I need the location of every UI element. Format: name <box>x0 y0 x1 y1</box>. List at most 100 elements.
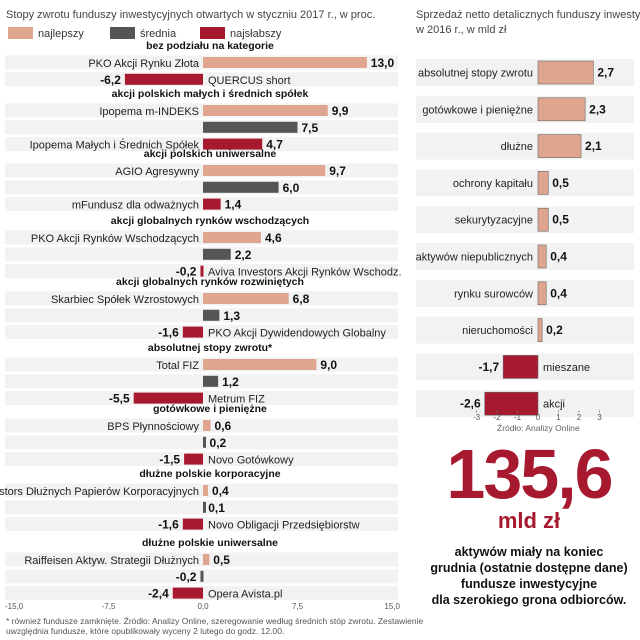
bar-avg <box>203 121 298 133</box>
value-label: 2,1 <box>585 139 602 153</box>
bar-avg <box>203 501 206 513</box>
bar-best <box>203 105 328 116</box>
category-heading: bez podziału na kategorie <box>146 40 274 52</box>
net-sales-chart: Sprzedaż netto detalicznych funduszy inw… <box>415 9 640 433</box>
value-label: 0,5 <box>552 213 569 227</box>
value-label: 0,6 <box>215 419 232 433</box>
bar-worst <box>124 73 203 85</box>
row-band <box>5 137 398 152</box>
net-sales-bar <box>537 134 582 158</box>
fund-name: Novo Gotówkowy <box>208 455 294 467</box>
category-heading: absolutnej stopy zwrotu* <box>148 342 273 354</box>
row-band <box>5 500 398 515</box>
value-label: 0,4 <box>212 484 229 498</box>
axis-tick: -2 <box>493 413 501 422</box>
fund-name: Skarbiec Spółek Wzrostowych <box>51 294 199 306</box>
bar-worst <box>184 453 203 465</box>
returns-chart: Stopy zwrotu funduszy inwestycyjnych otw… <box>0 9 402 611</box>
value-label: 4,7 <box>266 138 283 152</box>
value-label: -6,2 <box>100 73 121 87</box>
bar-best <box>203 57 367 68</box>
value-label: -1,6 <box>158 518 179 532</box>
row-band <box>416 206 634 234</box>
legend-label-2: najsłabszy <box>230 28 282 40</box>
axis-tick: -1 <box>514 413 522 422</box>
bar-best <box>203 232 261 243</box>
bar-avg <box>203 375 219 387</box>
fund-name: Raiffeisen Aktyw. Strategii Dłużnych <box>24 555 199 567</box>
legend-swatch-1 <box>110 27 135 39</box>
value-label: -2,6 <box>460 397 481 411</box>
row-band <box>416 279 634 307</box>
fund-name: Novo Obligacji Przedsiębiorstw <box>208 520 360 532</box>
category-label: akcji <box>543 399 565 411</box>
fund-name: AGIO Agresywny <box>115 166 199 178</box>
net-sales-bar <box>537 97 586 122</box>
category-label: mieszane <box>543 362 590 374</box>
fund-name: Aviva Investors Akcji Rynków Wschodz. <box>208 267 402 279</box>
value-label: 0,4 <box>550 286 567 300</box>
value-label: 13,0 <box>371 56 395 70</box>
row-band <box>5 418 398 433</box>
category-heading: dłużne polskie korporacyjne <box>139 468 280 480</box>
value-label: 2,7 <box>597 66 614 80</box>
category-heading: akcji globalnych rynków wschodzących <box>111 215 309 227</box>
bar-worst <box>133 392 203 404</box>
category-heading: dłużne polskie uniwersalne <box>142 537 278 549</box>
row-band <box>5 552 398 567</box>
value-label: 1,3 <box>223 309 240 323</box>
axis-tick: -3 <box>473 413 481 422</box>
value-label: -1,5 <box>159 453 180 467</box>
axis-tick: -7,5 <box>102 602 116 611</box>
net-sales-bar <box>502 355 539 379</box>
footnote: * również fundusze zamknięte. Źródło: An… <box>6 616 424 636</box>
bar-best <box>203 485 209 496</box>
bar-best <box>203 420 211 431</box>
row-band <box>5 120 398 135</box>
right-chart-title-line2: w 2016 r., w mld zł <box>415 24 507 36</box>
legend-label-1: średnia <box>140 28 177 40</box>
axis-tick: 3 <box>597 413 602 422</box>
category-label: nieruchomości <box>462 325 533 337</box>
bar-worst <box>172 587 203 599</box>
bar-best <box>203 165 326 176</box>
row-band <box>416 243 634 270</box>
axis-tick: 15,0 <box>384 602 400 611</box>
value-label: 2,3 <box>589 102 606 116</box>
net-sales-bar <box>537 281 547 306</box>
row-band <box>5 435 398 450</box>
value-label: 6,8 <box>293 292 310 306</box>
row-band <box>5 180 398 195</box>
bar-worst <box>203 198 221 210</box>
row-band <box>5 197 398 212</box>
row-band <box>5 230 398 245</box>
highlight-unit: mld zł <box>497 508 561 533</box>
left-chart-title: Stopy zwrotu funduszy inwestycyjnych otw… <box>6 9 375 21</box>
value-label: 0,1 <box>208 501 225 515</box>
row-band <box>5 483 398 498</box>
category-label: sekurytyzacyjne <box>455 215 533 227</box>
row-band <box>416 316 634 344</box>
category-heading: gotówkowe i pieniężne <box>153 403 267 415</box>
bar-avg <box>203 309 220 321</box>
row-band <box>5 374 398 389</box>
axis-tick: 1 <box>556 413 561 422</box>
category-label: absolutnej stopy zwrotu <box>418 68 533 80</box>
net-sales-bar <box>537 60 594 85</box>
bar-avg <box>203 181 279 193</box>
highlight-description: aktywów miały na koniec grudnia (ostatni… <box>430 545 628 607</box>
value-label: 0,5 <box>552 176 569 190</box>
fund-name: QUERCUS short <box>208 75 291 87</box>
category-heading: akcji globalnych rynków rozwiniętych <box>116 276 304 288</box>
net-sales-bar <box>537 171 549 195</box>
fund-name: PKO Akcji Rynków Wschodzących <box>31 233 199 245</box>
bar-avg <box>203 436 206 448</box>
value-label: -0,2 <box>176 570 197 584</box>
right-chart-title-line1: Sprzedaż netto detalicznych funduszy inw… <box>416 9 640 21</box>
axis-tick: 0,0 <box>197 602 209 611</box>
value-label: 0,5 <box>213 553 230 567</box>
fund-name: PKO Akcji Dywidendowych Globalny <box>208 328 386 340</box>
bar-best <box>203 359 317 370</box>
category-heading: akcji polskich małych i średnich spółek <box>112 88 309 100</box>
legend-label-0: najlepszy <box>38 28 84 40</box>
